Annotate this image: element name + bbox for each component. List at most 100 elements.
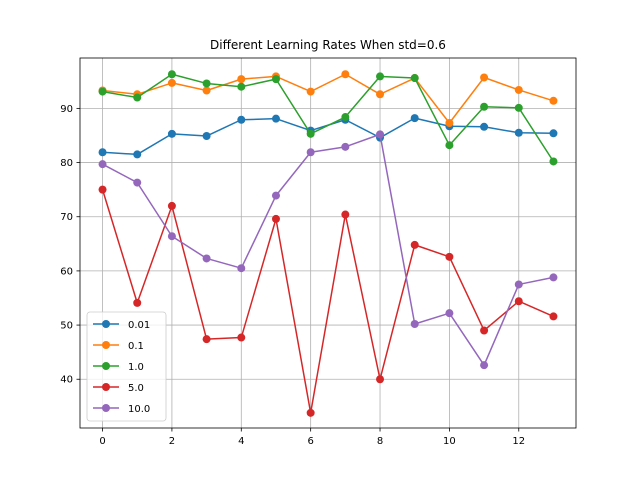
legend-box [86, 311, 167, 422]
series-layer [98, 70, 558, 417]
legend-label: 10.0 [128, 404, 150, 415]
data-point [306, 87, 315, 96]
series-0_1 [98, 70, 558, 128]
y-tick-label: 70 [60, 212, 73, 223]
data-point [133, 298, 142, 307]
series-line [101, 189, 554, 414]
x-tick-label: 8 [377, 436, 383, 447]
series-10_0 [98, 130, 558, 370]
data-point [549, 312, 558, 321]
legend-item: 0.1 [93, 341, 144, 352]
series-line [102, 73, 555, 162]
data-point [237, 264, 246, 273]
data-point [410, 74, 419, 83]
y-tick-label: 80 [60, 158, 73, 169]
data-point [202, 86, 211, 95]
data-point [167, 70, 176, 79]
data-point [376, 72, 385, 81]
legend-item: 10.0 [93, 404, 150, 415]
data-point [480, 73, 489, 82]
data-point [549, 273, 558, 282]
data-point [98, 148, 107, 157]
data-point [341, 113, 350, 122]
data-point [549, 157, 558, 166]
data-point [202, 132, 211, 141]
data-point [341, 70, 350, 79]
data-point [445, 309, 454, 318]
legend-marker [102, 383, 110, 391]
series-5_0 [98, 185, 558, 417]
data-point [167, 78, 176, 87]
data-point [306, 148, 315, 157]
legend-marker [102, 341, 110, 349]
data-point [376, 90, 385, 99]
data-point [445, 119, 454, 128]
data-point [133, 93, 142, 102]
data-point [237, 82, 246, 91]
data-point [376, 375, 385, 384]
data-point [271, 75, 280, 84]
y-tick-label: 60 [60, 266, 73, 277]
data-point [271, 114, 280, 123]
data-point [167, 201, 176, 210]
x-tick-label: 4 [238, 436, 244, 447]
data-point [306, 129, 315, 138]
data-point [98, 160, 107, 169]
data-point [410, 319, 419, 328]
data-point [98, 87, 107, 96]
y-tick-label: 40 [60, 375, 73, 386]
data-point [202, 335, 211, 344]
legend-marker [102, 362, 110, 370]
data-point [410, 114, 419, 123]
series-line [102, 133, 554, 366]
data-point [480, 122, 489, 131]
legend: 0.01 0.1 1.0 5.0 10.0 [86, 311, 167, 422]
legend-label: 0.01 [128, 320, 150, 331]
data-point [549, 96, 558, 105]
data-point [98, 185, 107, 194]
data-point [202, 79, 211, 88]
data-point [480, 102, 489, 111]
x-tick-label: 2 [169, 436, 175, 447]
series-line [102, 73, 554, 124]
data-point [480, 361, 489, 370]
data-point [167, 232, 176, 241]
data-point [271, 191, 280, 200]
legend-marker [102, 404, 110, 412]
data-point [237, 115, 246, 124]
data-point [133, 178, 142, 187]
legend-label: 5.0 [128, 383, 144, 394]
legend-item: 5.0 [93, 383, 144, 394]
data-point [202, 254, 211, 263]
legend-label: 1.0 [128, 362, 144, 373]
chart-title: Different Learning Rates When std=0.6 [210, 38, 446, 52]
data-point [445, 252, 454, 261]
data-point [167, 129, 176, 138]
legend-marker [102, 320, 110, 328]
data-point [514, 280, 523, 289]
data-point [341, 210, 350, 219]
legend-item: 1.0 [93, 362, 144, 373]
data-point [306, 408, 315, 417]
data-point [480, 326, 489, 335]
data-point [237, 333, 246, 342]
x-tick-label: 10 [443, 436, 456, 447]
data-point [376, 130, 385, 139]
axis-ticks: 0 2 4 6 8 10 12 40 50 60 70 80 90 [60, 104, 525, 447]
data-point [133, 150, 142, 159]
data-point [514, 103, 523, 112]
data-point [549, 129, 558, 138]
legend-label: 0.1 [128, 341, 144, 352]
legend-item: 0.01 [93, 320, 150, 331]
plot-frame [79, 57, 577, 429]
x-tick-label: 6 [307, 436, 313, 447]
y-tick-label: 90 [60, 104, 73, 115]
x-tick-label: 0 [99, 436, 105, 447]
data-point [514, 297, 523, 306]
y-tick-label: 50 [60, 321, 73, 332]
data-point [410, 240, 419, 249]
series-1_0 [98, 70, 558, 166]
data-point [237, 75, 246, 84]
data-point [341, 142, 350, 151]
